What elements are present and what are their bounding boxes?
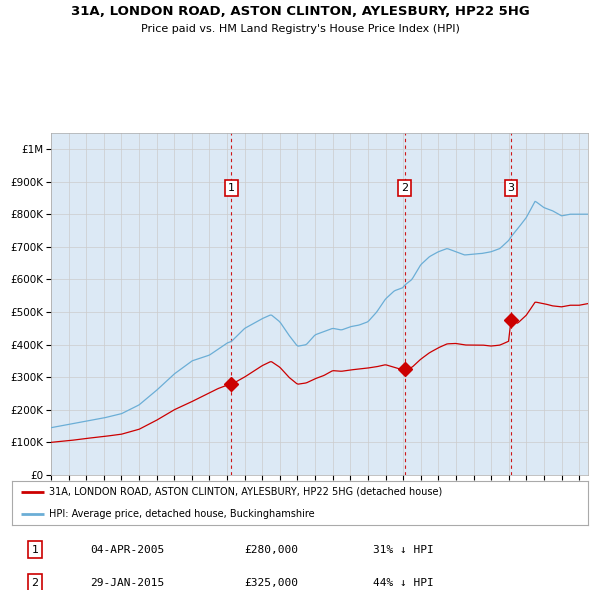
Text: £325,000: £325,000 <box>244 578 298 588</box>
Text: 31A, LONDON ROAD, ASTON CLINTON, AYLESBURY, HP22 5HG (detached house): 31A, LONDON ROAD, ASTON CLINTON, AYLESBU… <box>49 487 443 497</box>
Text: 1: 1 <box>228 183 235 193</box>
Text: 31A, LONDON ROAD, ASTON CLINTON, AYLESBURY, HP22 5HG: 31A, LONDON ROAD, ASTON CLINTON, AYLESBU… <box>71 5 529 18</box>
Text: £280,000: £280,000 <box>244 545 298 555</box>
Text: Price paid vs. HM Land Registry's House Price Index (HPI): Price paid vs. HM Land Registry's House … <box>140 24 460 34</box>
Text: 04-APR-2005: 04-APR-2005 <box>90 545 164 555</box>
Text: 2: 2 <box>401 183 408 193</box>
Text: 29-JAN-2015: 29-JAN-2015 <box>90 578 164 588</box>
Text: HPI: Average price, detached house, Buckinghamshire: HPI: Average price, detached house, Buck… <box>49 509 315 519</box>
Text: 44% ↓ HPI: 44% ↓ HPI <box>373 578 434 588</box>
Text: 3: 3 <box>508 183 514 193</box>
Text: 2: 2 <box>31 578 38 588</box>
Text: 31% ↓ HPI: 31% ↓ HPI <box>373 545 434 555</box>
Text: 1: 1 <box>32 545 38 555</box>
